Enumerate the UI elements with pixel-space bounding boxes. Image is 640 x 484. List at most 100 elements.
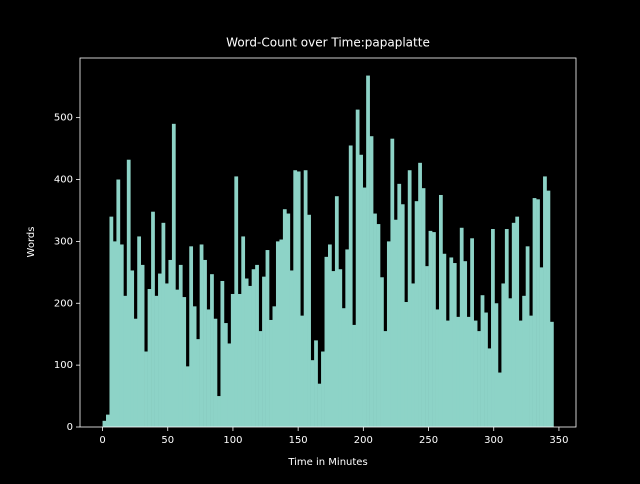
bar [220, 280, 225, 427]
plot-frame [79, 57, 577, 428]
bar [300, 315, 305, 427]
x-tick-label: 300 [484, 435, 503, 446]
bar [397, 183, 402, 427]
bar [213, 318, 218, 427]
bar [272, 306, 277, 427]
bar [466, 316, 471, 427]
bar [154, 295, 159, 427]
bar [171, 123, 176, 427]
bar [251, 269, 256, 427]
bar [223, 323, 228, 427]
bar [262, 276, 266, 427]
bar [380, 277, 384, 427]
bar [432, 232, 436, 427]
bar [359, 154, 363, 427]
bar [164, 283, 169, 427]
bar [345, 249, 350, 427]
bar [525, 246, 530, 427]
bar [237, 293, 242, 427]
bar [109, 216, 114, 427]
x-tick-label: 100 [223, 435, 242, 446]
bar [511, 222, 516, 427]
bar [140, 264, 145, 427]
x-tick-label: 200 [354, 435, 373, 446]
bar [341, 308, 346, 427]
bar [366, 75, 370, 428]
bar [487, 348, 492, 427]
bar [515, 216, 520, 427]
bar [418, 162, 422, 427]
bar [130, 270, 135, 427]
bar [369, 136, 374, 427]
bar [158, 273, 162, 427]
bar [459, 227, 464, 427]
bar [321, 351, 325, 427]
bar [328, 244, 332, 427]
bar [126, 159, 131, 427]
x-tick-label: 250 [419, 435, 438, 446]
bar [102, 420, 107, 427]
bar [438, 194, 443, 427]
bar [435, 309, 440, 427]
bar [463, 261, 468, 427]
bar [480, 295, 485, 427]
bar [189, 246, 194, 427]
bar [178, 264, 183, 427]
bar [293, 170, 298, 427]
bar [428, 230, 433, 427]
bar [411, 283, 416, 427]
bar [536, 199, 540, 427]
bar [373, 213, 377, 427]
bar [182, 297, 187, 427]
bar [549, 321, 554, 427]
y-tick-label: 100 [54, 360, 73, 371]
y-tick-label: 300 [54, 236, 73, 247]
bar [217, 396, 221, 427]
bar [504, 229, 509, 427]
bar [425, 266, 429, 427]
bar [445, 320, 450, 427]
bar [518, 320, 523, 427]
bar [338, 269, 343, 427]
bar [206, 309, 211, 427]
bar [532, 198, 537, 427]
bar [269, 319, 273, 427]
bar [386, 241, 391, 427]
bar [137, 236, 141, 427]
bar [255, 264, 259, 427]
bar [543, 176, 547, 427]
bar [324, 256, 329, 427]
bar [116, 179, 121, 427]
bar [529, 315, 533, 427]
bar [393, 219, 398, 427]
bar [192, 306, 197, 427]
bar [331, 271, 336, 427]
bar [491, 229, 495, 427]
bar [456, 316, 461, 427]
bar [286, 213, 291, 427]
bar [484, 312, 488, 427]
bar [407, 170, 412, 427]
bar [151, 211, 155, 427]
bar [473, 320, 478, 427]
bar [303, 170, 308, 427]
bar [310, 360, 315, 427]
bar [244, 278, 249, 427]
bar [234, 176, 239, 427]
bar [203, 259, 207, 427]
y-axis-label: Words [26, 227, 37, 258]
bar [210, 274, 214, 427]
bar [275, 241, 280, 427]
bar [314, 340, 318, 427]
bar [355, 109, 360, 428]
bar [501, 283, 506, 427]
bar [168, 259, 173, 427]
bar [348, 145, 353, 428]
bar [522, 295, 527, 427]
bar [258, 331, 263, 427]
x-tick-label: 350 [549, 435, 568, 446]
bar [185, 366, 190, 427]
bar [452, 263, 457, 427]
